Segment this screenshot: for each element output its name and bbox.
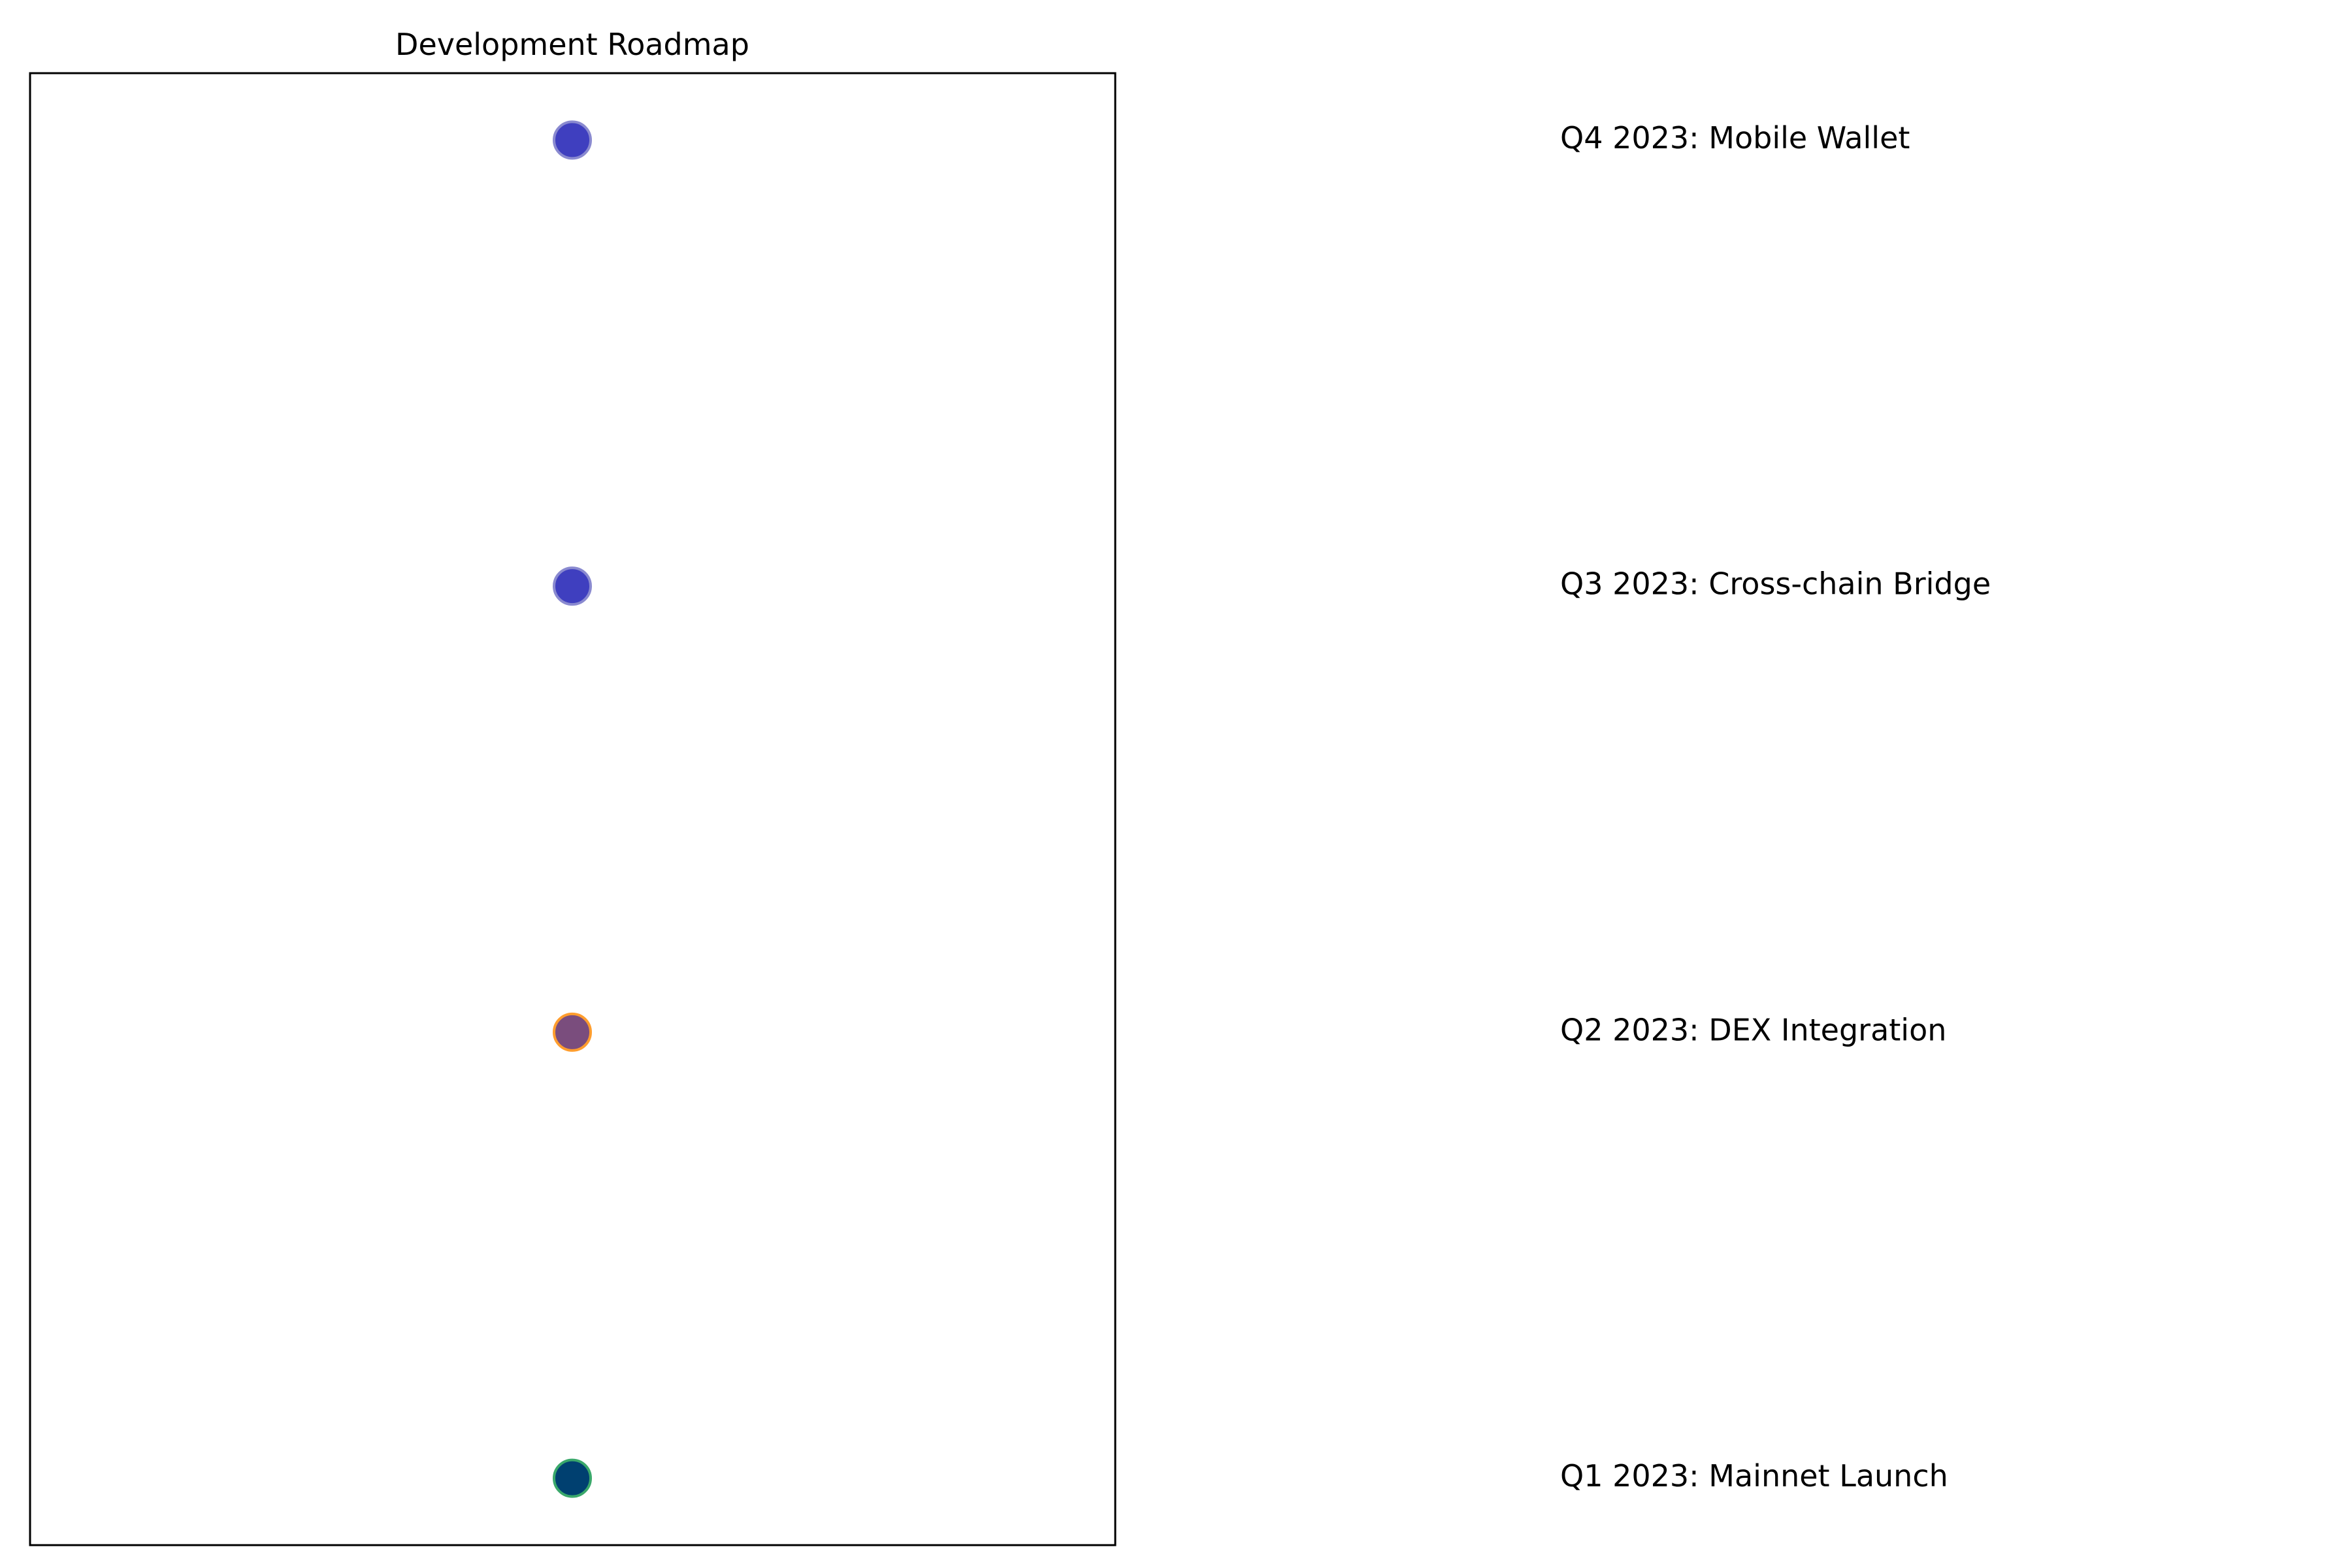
milestone-label-3: Q3 2023: Cross-chain Bridge <box>1560 566 1991 602</box>
milestone-marker-2 <box>553 1012 592 1052</box>
chart-title: Development Roadmap <box>395 27 749 62</box>
milestone-label-1: Q1 2023: Mainnet Launch <box>1560 1458 1948 1494</box>
milestone-marker-4 <box>553 120 592 160</box>
plot-frame <box>29 72 1117 1546</box>
milestone-labels: Q1 2023: Mainnet Launch Q2 2023: DEX Inte… <box>1560 120 1991 1494</box>
milestone-label-2: Q2 2023: DEX Integration <box>1560 1012 1946 1047</box>
milestone-label-4: Q4 2023: Mobile Wallet <box>1560 120 1910 155</box>
milestone-marker-1 <box>553 1458 592 1498</box>
milestone-markers <box>553 120 592 1498</box>
milestone-marker-3 <box>553 566 592 606</box>
